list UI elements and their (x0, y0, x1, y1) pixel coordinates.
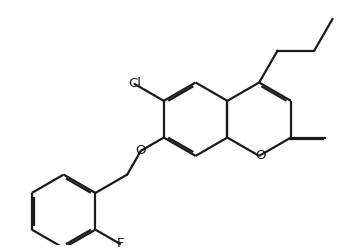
Text: Cl: Cl (128, 77, 141, 90)
Text: F: F (116, 237, 124, 250)
Text: O: O (136, 144, 146, 157)
Text: O: O (255, 149, 265, 162)
